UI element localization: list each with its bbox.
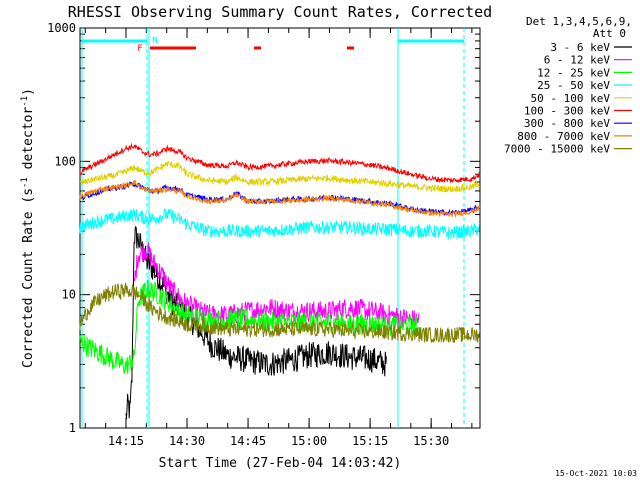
series-line-7000-15000-kev xyxy=(79,282,481,343)
x-tick-label: 15:00 xyxy=(291,434,327,448)
legend-entry-label: 25 - 50 keV xyxy=(537,79,610,92)
x-tick-label: 15:15 xyxy=(352,434,388,448)
y-axis-label-mid: detector xyxy=(21,107,36,178)
series-line-50-100-kev xyxy=(79,161,481,193)
x-tick-label: 14:30 xyxy=(169,434,205,448)
series-line-3-6-kev xyxy=(125,225,387,420)
legend-entry-label: 12 - 25 keV xyxy=(537,66,610,79)
y-tick-label: 10 xyxy=(62,288,76,302)
legend-entry-label: 100 - 300 keV xyxy=(524,105,610,118)
legend-entry-label: 6 - 12 keV xyxy=(544,54,611,67)
y-axis-label: Corrected Count Rate (s-1 detector-1) xyxy=(20,88,36,368)
legend-entry-label: 7000 - 15000 keV xyxy=(504,143,610,156)
legend-entry-label: 300 - 800 keV xyxy=(524,117,610,130)
y-axis-label-sup-2: -1 xyxy=(20,96,30,107)
legend-entry-label: 800 - 7000 keV xyxy=(517,130,610,143)
y-axis-label-end: ) xyxy=(21,88,36,96)
legend-entry-label: 3 - 6 keV xyxy=(550,41,610,54)
night-flag-label: N xyxy=(152,36,157,46)
series-line-800-7000-kev xyxy=(79,180,481,219)
y-axis-label-sup-1: -1 xyxy=(20,177,30,188)
legend-header-line-1: Det 1,3,4,5,6,9, xyxy=(526,15,632,28)
series-line-12-25-kev xyxy=(79,279,420,375)
y-tick-label: 100 xyxy=(54,154,76,168)
x-tick-label: 15:30 xyxy=(413,434,449,448)
chart-title: RHESSI Observing Summary Count Rates, Co… xyxy=(68,3,492,21)
legend-header-line-2: Att 0 xyxy=(593,27,626,40)
x-tick-label: 14:45 xyxy=(230,434,266,448)
x-tick-label: 14:15 xyxy=(108,434,144,448)
y-axis-label-main: Corrected Count Rate (s xyxy=(21,188,36,368)
series-line-6-12-kev xyxy=(133,242,420,329)
series-line-25-50-kev xyxy=(79,208,481,240)
flare-flag-label: F xyxy=(137,44,142,54)
y-tick-label: 1000 xyxy=(47,21,76,35)
y-tick-label: 1 xyxy=(69,421,76,435)
footer-timestamp: 15-Oct-2021 10:03 xyxy=(555,469,637,478)
plot-area: 1 10 100 1000 14:15 14:30 14:45 15:00 15:15 15:30… xyxy=(47,21,481,448)
legend-entry-label: 50 - 100 keV xyxy=(531,92,611,105)
series-line-100-300-kev xyxy=(79,142,481,184)
x-axis-label: Start Time (27-Feb-04 14:03:42) xyxy=(159,456,402,471)
